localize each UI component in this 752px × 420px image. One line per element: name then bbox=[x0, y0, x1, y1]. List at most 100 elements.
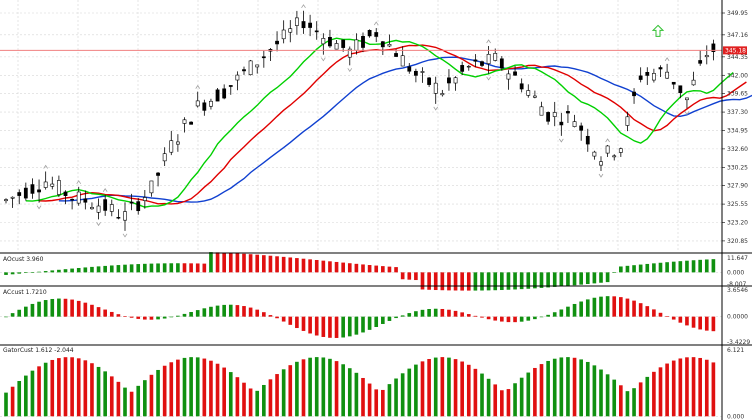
histogram-bar bbox=[136, 385, 141, 417]
histogram-bar bbox=[546, 272, 550, 288]
histogram-bar bbox=[612, 379, 617, 417]
fractal-up-icon bbox=[486, 39, 491, 44]
histogram-bar bbox=[367, 316, 372, 330]
histogram-bar bbox=[116, 265, 121, 273]
histogram-bar bbox=[83, 267, 88, 273]
histogram-bar bbox=[665, 316, 669, 317]
histogram-bar bbox=[4, 272, 8, 275]
histogram-bar bbox=[37, 271, 41, 273]
fractal-down-icon bbox=[598, 173, 604, 178]
price-axis-label: 334.95 bbox=[727, 127, 748, 134]
histogram-bar bbox=[248, 254, 253, 273]
histogram-bar bbox=[658, 312, 663, 317]
histogram-bar bbox=[149, 263, 154, 273]
histogram-bar bbox=[242, 306, 246, 317]
histogram-bar bbox=[387, 316, 392, 321]
candle-body bbox=[63, 191, 68, 196]
histogram-bar bbox=[533, 367, 537, 417]
ao-oscillator-pane[interactable]: AOcust 3.960 bbox=[0, 252, 722, 291]
ac-oscillator-pane[interactable]: ACcust 1.7210 bbox=[0, 289, 722, 338]
histogram-bar bbox=[222, 367, 226, 417]
histogram-bar bbox=[612, 272, 617, 273]
candle-body bbox=[698, 60, 703, 64]
alligator-jaw-line bbox=[58, 56, 752, 203]
histogram-bar bbox=[407, 313, 412, 317]
histogram-bar bbox=[4, 392, 8, 417]
histogram-bar bbox=[215, 305, 220, 317]
histogram-bar bbox=[665, 262, 669, 273]
histogram-bar bbox=[17, 272, 22, 274]
histogram-bar bbox=[162, 263, 167, 273]
histogram-bar bbox=[500, 272, 504, 291]
histogram-bar bbox=[50, 270, 55, 273]
histogram-bar bbox=[308, 357, 312, 417]
histogram-bar bbox=[599, 272, 603, 283]
histogram-bar bbox=[189, 263, 193, 273]
histogram-bar bbox=[566, 306, 570, 317]
histogram-bar bbox=[539, 316, 544, 318]
histogram-bar bbox=[57, 358, 61, 417]
histogram-bar bbox=[678, 261, 683, 273]
oscillator-axis-label: 6.121 bbox=[727, 347, 744, 354]
histogram-bar bbox=[698, 357, 702, 417]
candle-body bbox=[374, 32, 379, 37]
candle-body bbox=[632, 91, 636, 97]
histogram-bar bbox=[334, 361, 339, 417]
candle-body bbox=[123, 211, 127, 221]
histogram-bar bbox=[585, 361, 590, 417]
histogram-bar bbox=[519, 316, 524, 322]
alligator-lines bbox=[25, 37, 752, 208]
histogram-bar bbox=[288, 257, 293, 273]
candle-body bbox=[413, 70, 418, 76]
candle-body bbox=[341, 39, 346, 48]
histogram-bar bbox=[566, 357, 570, 417]
histogram-bar bbox=[500, 390, 504, 417]
histogram-bar bbox=[400, 373, 405, 417]
candle-body bbox=[559, 121, 564, 126]
price-axis-label: 325.55 bbox=[727, 201, 748, 208]
histogram-bar bbox=[400, 272, 405, 280]
oscillator-axis-label: 0.000 bbox=[727, 413, 744, 420]
histogram-bar bbox=[321, 260, 326, 273]
histogram-bar bbox=[519, 377, 524, 417]
histogram-bar bbox=[103, 265, 107, 273]
histogram-bar bbox=[381, 266, 385, 273]
histogram-bar bbox=[182, 313, 187, 317]
histogram-bar bbox=[698, 316, 702, 330]
histogram-bar bbox=[275, 256, 279, 273]
price-axis-label: 337.30 bbox=[727, 109, 748, 116]
histogram-bar bbox=[222, 252, 226, 273]
candle-body bbox=[394, 53, 398, 57]
histogram-bar bbox=[90, 304, 94, 317]
price-axis[interactable]: 349.95 347.16 344.35 342.00 339.65 337.30 334.… bbox=[722, 10, 748, 245]
histogram-bar bbox=[30, 303, 35, 317]
candle-body bbox=[579, 125, 584, 131]
histogram-bar bbox=[70, 268, 74, 273]
histogram-bar bbox=[43, 271, 48, 273]
fractal-down-icon bbox=[433, 106, 439, 111]
histogram-bar bbox=[136, 316, 141, 319]
histogram-bar bbox=[4, 316, 8, 318]
histogram-bar bbox=[262, 255, 266, 273]
histogram-bar bbox=[433, 272, 438, 291]
histogram-bar bbox=[103, 371, 107, 417]
candle-body bbox=[275, 40, 279, 45]
histogram-bar bbox=[552, 312, 557, 317]
histogram-bar bbox=[579, 272, 583, 285]
histogram-bar bbox=[678, 316, 683, 323]
gator-oscillator-pane[interactable]: GatorCust 1.612 -2.044 bbox=[0, 347, 722, 417]
histogram-bar bbox=[460, 312, 464, 317]
candle-body bbox=[592, 151, 597, 157]
main-price-pane[interactable] bbox=[0, 0, 752, 252]
histogram-bar bbox=[295, 258, 299, 273]
histogram-bar bbox=[169, 316, 174, 318]
histogram-bar bbox=[123, 264, 127, 273]
histogram-bar bbox=[453, 272, 458, 291]
candle-body bbox=[43, 181, 48, 188]
candle-body bbox=[473, 59, 478, 62]
fractal-down-icon bbox=[36, 205, 42, 210]
candle-body bbox=[658, 67, 663, 70]
fractal-up-icon bbox=[301, 4, 306, 9]
